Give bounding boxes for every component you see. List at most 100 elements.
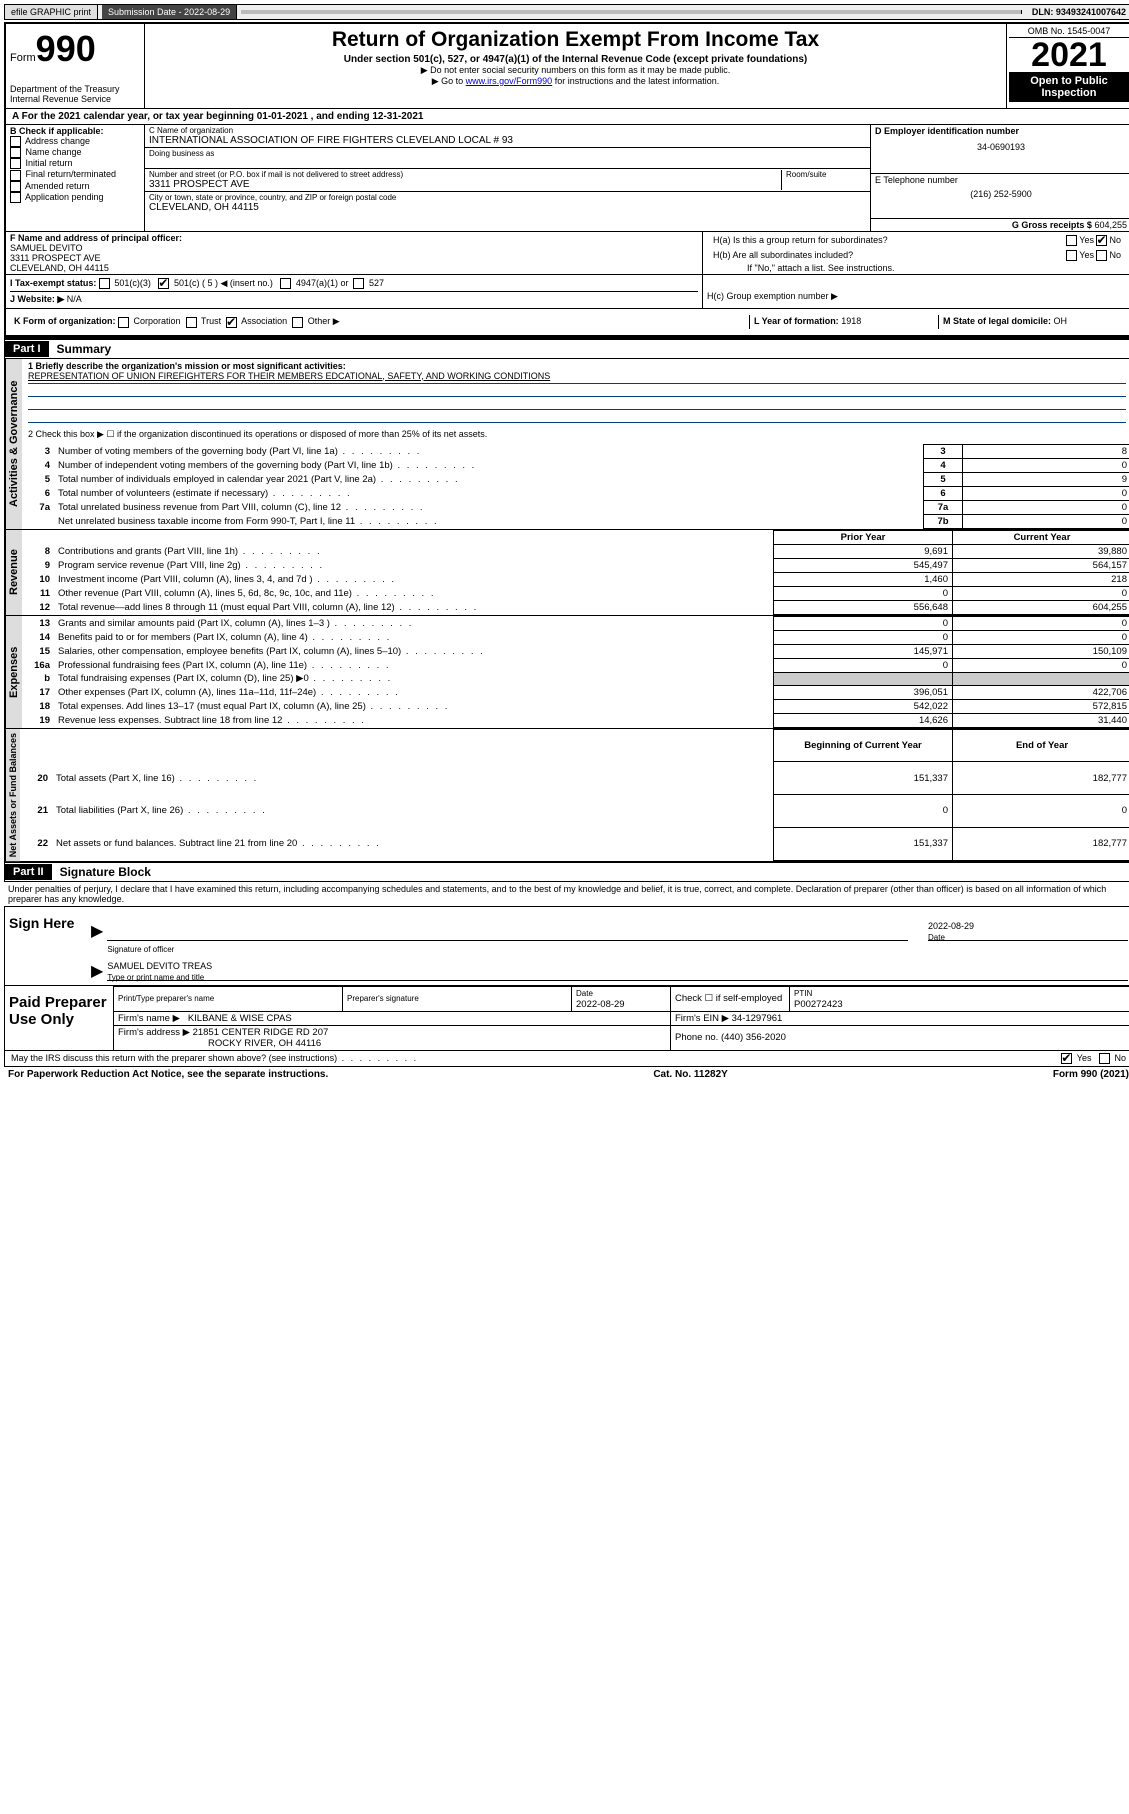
discuss-no-checkbox[interactable] xyxy=(1099,1053,1110,1064)
table-row: 8 Contributions and grants (Part VIII, l… xyxy=(22,544,1129,558)
b-checkbox[interactable] xyxy=(10,181,21,192)
firm-addr2: ROCKY RIVER, OH 44116 xyxy=(118,1038,321,1049)
addr-label: Number and street (or P.O. box if mail i… xyxy=(149,170,781,179)
mission-blank3 xyxy=(28,410,1126,423)
declaration-text: Under penalties of perjury, I declare th… xyxy=(4,882,1129,906)
i-4947-checkbox[interactable] xyxy=(280,278,291,289)
sig-date-label: Date xyxy=(928,933,1128,942)
section-b-item: Amended return xyxy=(10,181,140,192)
form-container: Form990 Department of the Treasury Inter… xyxy=(4,22,1129,338)
table-row: 4 Number of independent voting members o… xyxy=(22,458,1129,472)
hb-note: If "No," attach a list. See instructions… xyxy=(707,263,1127,273)
j-label: J Website: ▶ xyxy=(10,294,64,304)
room-label: Room/suite xyxy=(786,170,866,179)
gross-value: 604,255 xyxy=(1094,220,1127,230)
footer-left: For Paperwork Reduction Act Notice, see … xyxy=(8,1069,328,1080)
table-row: 11 Other revenue (Part VIII, column (A),… xyxy=(22,586,1129,600)
part1-header: Part I xyxy=(5,341,49,357)
k-corp-checkbox[interactable] xyxy=(118,317,129,328)
footer-right: Form 990 (2021) xyxy=(1053,1069,1129,1080)
sig-officer-label: Signature of officer xyxy=(107,945,908,954)
i-501c3-checkbox[interactable] xyxy=(99,278,110,289)
table-row: 18 Total expenses. Add lines 13–17 (must… xyxy=(22,699,1129,713)
hb-yes-checkbox[interactable] xyxy=(1066,250,1077,261)
section-b-item: Application pending xyxy=(10,192,140,203)
table-row: 5 Total number of individuals employed i… xyxy=(22,472,1129,486)
dln: DLN: 93493241007642 xyxy=(1026,5,1129,19)
b-checkbox[interactable] xyxy=(10,147,21,158)
part1-header-row: Part I Summary xyxy=(4,338,1129,359)
ptin-value: P00272423 xyxy=(794,999,843,1010)
b-checkbox[interactable] xyxy=(10,158,21,169)
section-b-item: Name change xyxy=(10,147,140,158)
netassets-table: Beginning of Current Year End of Year20 … xyxy=(20,729,1129,861)
k-other-checkbox[interactable] xyxy=(292,317,303,328)
irs-link[interactable]: www.irs.gov/Form990 xyxy=(466,76,553,86)
expenses-block: Expenses 13 Grants and similar amounts p… xyxy=(4,616,1129,729)
note-link: ▶ Go to www.irs.gov/Form990 for instruct… xyxy=(151,76,1000,87)
table-row: 12 Total revenue—add lines 8 through 11 … xyxy=(22,600,1129,614)
officer-addr2: CLEVELAND, OH 44115 xyxy=(10,263,698,273)
hb-no-checkbox[interactable] xyxy=(1096,250,1107,261)
no-label2: No xyxy=(1109,250,1121,260)
section-d: D Employer identification number 34-0690… xyxy=(870,125,1129,231)
table-row: 20 Total assets (Part X, line 16) 151,33… xyxy=(20,762,1129,795)
b-checkbox[interactable] xyxy=(10,192,21,203)
l-label: L Year of formation: xyxy=(754,316,839,326)
f-label: F Name and address of principal officer: xyxy=(10,233,698,243)
may-irs-text: May the IRS discuss this return with the… xyxy=(11,1053,1061,1064)
sig-date-value: 2022-08-29 xyxy=(928,921,1128,931)
section-f: F Name and address of principal officer:… xyxy=(6,232,703,274)
preparer-table: Print/Type preparer's name Preparer's si… xyxy=(113,986,1129,1050)
k-trust-checkbox[interactable] xyxy=(186,317,197,328)
table-row: 16a Professional fundraising fees (Part … xyxy=(22,658,1129,672)
discuss-yes-checkbox[interactable] xyxy=(1061,1053,1072,1064)
expenses-label: Expenses xyxy=(5,616,22,728)
table-row: 3 Number of voting members of the govern… xyxy=(22,444,1129,458)
mission-blank1 xyxy=(28,384,1126,397)
org-name-label: C Name of organization xyxy=(149,126,866,135)
k-label: K Form of organization: xyxy=(14,316,116,326)
city-label: City or town, state or province, country… xyxy=(149,193,866,202)
section-h: H(a) Is this a group return for subordin… xyxy=(703,232,1129,274)
table-row: 21 Total liabilities (Part X, line 26) 0… xyxy=(20,795,1129,828)
sign-here-block: Sign Here ▶ Signature of officer 2022-08… xyxy=(4,906,1129,986)
i-o1: 501(c)(3) xyxy=(114,278,151,288)
open-public: Open to Public Inspection xyxy=(1009,72,1129,102)
dept-treasury: Department of the Treasury xyxy=(10,84,140,94)
ha-no-checkbox[interactable] xyxy=(1096,235,1107,246)
pp-date-label: Date xyxy=(576,989,593,998)
table-row: 10 Investment income (Part VIII, column … xyxy=(22,572,1129,586)
b-checkbox[interactable] xyxy=(10,170,21,181)
table-row: 15 Salaries, other compensation, employe… xyxy=(22,644,1129,658)
governance-label: Activities & Governance xyxy=(5,359,22,529)
firm-phone-label: Phone no. xyxy=(675,1032,718,1043)
governance-table: 3 Number of voting members of the govern… xyxy=(22,444,1129,529)
revenue-block: Revenue Prior Year Current Year8 Contrib… xyxy=(4,530,1129,616)
website-value: N/A xyxy=(67,294,82,304)
table-row: Net unrelated business taxable income fr… xyxy=(22,514,1129,528)
table-row: 22 Net assets or fund balances. Subtract… xyxy=(20,827,1129,860)
tax-year-range: For the 2021 calendar year, or tax year … xyxy=(22,111,424,122)
sig-arrow2-icon: ▶ xyxy=(87,961,107,981)
b-checkbox[interactable] xyxy=(10,136,21,147)
yes-label: Yes xyxy=(1079,235,1094,245)
year-cell: OMB No. 1545-0047 2021 Open to Public In… xyxy=(1007,24,1129,108)
form-id-cell: Form990 Department of the Treasury Inter… xyxy=(6,24,145,108)
note-ssn: ▶ Do not enter social security numbers o… xyxy=(151,65,1000,76)
note2-post: for instructions and the latest informat… xyxy=(552,76,719,86)
klm-row: K Form of organization: Corporation Trus… xyxy=(6,309,1129,335)
k-assoc-checkbox[interactable] xyxy=(226,317,237,328)
table-row: b Total fundraising expenses (Part IX, c… xyxy=(22,672,1129,685)
sig-arrow-icon: ▶ xyxy=(87,921,107,941)
q1-label: 1 Briefly describe the organization's mi… xyxy=(28,361,1126,371)
i-527-checkbox[interactable] xyxy=(353,278,364,289)
part2-header: Part II xyxy=(5,864,52,880)
q2-text: 2 Check this box ▶ ☐ if the organization… xyxy=(22,425,1129,444)
i-501c-checkbox[interactable] xyxy=(158,278,169,289)
efile-print[interactable]: efile GRAPHIC print xyxy=(5,5,98,19)
ha-yes-checkbox[interactable] xyxy=(1066,235,1077,246)
firm-phone: (440) 356-2020 xyxy=(721,1032,786,1043)
revenue-table: Prior Year Current Year8 Contributions a… xyxy=(22,530,1129,615)
pp-name-label: Print/Type preparer's name xyxy=(118,994,214,1003)
